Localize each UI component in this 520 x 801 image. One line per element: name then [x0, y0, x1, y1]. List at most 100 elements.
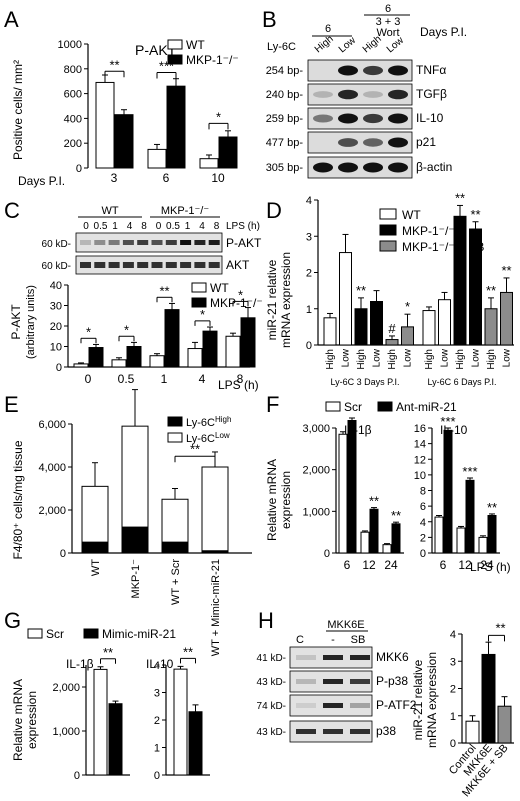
- panel-h-header: MKK6E: [327, 619, 364, 631]
- panel-d-sig-star: *: [405, 299, 410, 314]
- panel-d-bar: [354, 308, 368, 346]
- panel-b-gene-label: p21: [416, 135, 436, 149]
- panel-h-kd-label: 43 kD-: [257, 727, 286, 738]
- panel-f-il10-y-tick-label: 0: [420, 548, 426, 560]
- panel-e-x-label: WT + Scr: [170, 559, 182, 605]
- panel-b-gel-strip: [307, 59, 413, 82]
- panel-c-x-label: 1: [161, 372, 168, 386]
- panel-d-x-label: High: [387, 349, 398, 370]
- panel-f-bar: [360, 531, 370, 554]
- panel-letter-c: C: [4, 198, 20, 223]
- panel-c-timepoint: 4: [127, 221, 133, 232]
- panel-c-band: [208, 262, 220, 268]
- panel-a-sig-star: *: [216, 109, 221, 124]
- panel-d-legend-label: MKP-1⁻/⁻: [402, 224, 455, 238]
- panel-f-sig-star: **: [369, 494, 379, 509]
- panel-letter-g: G: [4, 608, 21, 633]
- panel-f-bar: [487, 515, 497, 554]
- panel-c-bar: [88, 347, 104, 368]
- panel-e-legend-swatch-low: [167, 432, 183, 443]
- panel-c-bar: [126, 346, 142, 368]
- panel-a-y-tick-label: 400: [64, 113, 82, 125]
- panel-a-legend-ko: MKP-1⁻/⁻: [186, 53, 239, 67]
- panel-d-bar: [438, 299, 451, 346]
- panel-c-band: [137, 240, 149, 245]
- panel-f-il1b-y-tick-label: 2,000: [302, 465, 330, 477]
- panel-b-bp-label: 254 bp-: [266, 65, 304, 77]
- panel-g-sig-star: **: [183, 644, 193, 659]
- panel-d-x-label: Low: [403, 348, 414, 367]
- panel-d-bar: [323, 317, 337, 346]
- panel-a-x-label: 3: [111, 171, 118, 185]
- panel-c-ko-label: MKP-1⁻/⁻: [161, 205, 209, 217]
- panel-e-legend-low: Ly-6C: [186, 433, 215, 445]
- panel-f-bar: [338, 433, 348, 554]
- panel-g-il10-y-tick-label: 4: [154, 660, 160, 672]
- panel-c-ylabel: (arbitrary units): [25, 285, 37, 359]
- panel-c-bar: [164, 309, 180, 368]
- panel-h-bar: [497, 705, 512, 744]
- panel-d-x-label: High: [325, 349, 336, 370]
- panel-a-y-tick-label: 800: [64, 64, 82, 76]
- panel-f-bar: [434, 516, 444, 554]
- panel-d-legend-label: MKP-1⁻/⁻ + SB: [402, 240, 484, 254]
- panel-g-il1b-y-tick-label: 1,000: [52, 726, 80, 738]
- panel-e-y-tick-label: 4,000: [38, 462, 66, 474]
- panel-b-band: [338, 138, 358, 147]
- panel-f-il10-y-tick-label: 4: [420, 517, 426, 529]
- panel-f-il10-y-tick-label: 16: [414, 423, 426, 435]
- panel-d-x-label: Low: [372, 348, 383, 367]
- panel-a-y-tick-label: 0: [76, 163, 82, 175]
- panel-e-y-tick-label: 6,000: [38, 419, 66, 431]
- panel-e-legend-high: Ly-6C: [186, 417, 215, 429]
- panel-h-blot-label: p38: [376, 724, 396, 738]
- panel-c-band: [180, 240, 192, 245]
- panel-d-x-label: Low: [341, 348, 352, 367]
- panel-c-x-label: 8: [237, 372, 244, 386]
- panel-b-band: [338, 162, 358, 173]
- panel-h-y-tick-label: 0: [450, 738, 456, 750]
- panel-f-ylabel: Relative mRNA: [265, 459, 279, 541]
- panel-a-y-tick-label: 1000: [58, 39, 82, 51]
- panel-letter-h: H: [258, 608, 274, 633]
- panel-a-legend-swatch-wt: [167, 39, 183, 50]
- panel-b-gel-strip: [307, 156, 413, 179]
- panel-b-wort: Wort: [376, 27, 399, 39]
- panel-c-y-tick-label: 30: [50, 301, 62, 313]
- panel-d-sig-star: #: [388, 321, 396, 336]
- panel-c-band: [122, 262, 134, 268]
- panel-c-bar: [240, 317, 256, 368]
- panel-d-x-label: High: [424, 349, 435, 370]
- panel-a-title: P-AKT: [135, 42, 177, 58]
- panel-g-legend-swatch-mimic: [83, 628, 99, 639]
- panel-h-bar: [481, 653, 496, 744]
- panel-a-bar: [95, 81, 115, 169]
- panel-c-blot-label: P-AKT: [226, 236, 262, 250]
- panel-c-band: [151, 240, 163, 245]
- panel-a-legend-swatch-ko: [167, 54, 183, 65]
- panel-g-bar: [173, 668, 188, 776]
- panel-c-sig-star: **: [159, 283, 169, 298]
- panel-e-y-tick-label: 0: [60, 548, 66, 560]
- panel-h-y-tick-label: 1: [450, 711, 456, 723]
- panel-e-bar-high: [81, 541, 109, 554]
- panel-d-sig-star: **: [470, 207, 480, 222]
- panel-h-bar: [465, 720, 480, 744]
- panel-c-timepoint: 0.5: [94, 221, 108, 232]
- panel-f-x-label: 6: [440, 558, 447, 572]
- panel-h-band: [296, 729, 316, 734]
- panel-a-y-tick-label: 200: [64, 138, 82, 150]
- panel-g-legend-scr: Scr: [46, 627, 64, 641]
- panel-f-sig-star: **: [487, 500, 497, 515]
- panel-h-band: [323, 655, 343, 660]
- panel-e-bar-low: [201, 466, 229, 552]
- panel-b-band: [338, 113, 358, 124]
- panel-c-legend-swatch-ko: [191, 297, 207, 308]
- panel-b-band: [313, 114, 333, 123]
- panel-h-lane-label: C: [296, 634, 304, 646]
- panel-e-y-tick-label: 2,000: [38, 505, 66, 517]
- panel-b-gel-strip: [307, 107, 413, 130]
- panel-f-il1b-y-tick-label: 1,000: [302, 506, 330, 518]
- panel-h-band: [296, 703, 316, 708]
- panel-h-band: [350, 703, 370, 708]
